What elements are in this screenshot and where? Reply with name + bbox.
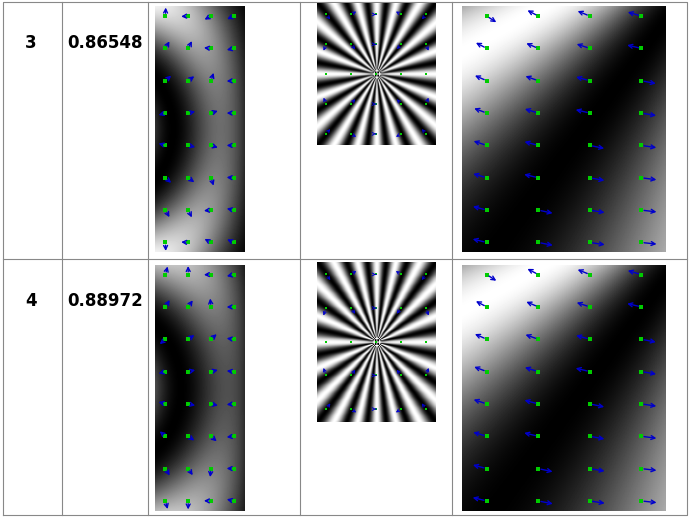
Text: 3: 3	[26, 34, 37, 52]
Text: 0.86548: 0.86548	[68, 34, 143, 52]
Text: 4: 4	[26, 292, 37, 310]
Text: 0.88972: 0.88972	[68, 292, 143, 310]
